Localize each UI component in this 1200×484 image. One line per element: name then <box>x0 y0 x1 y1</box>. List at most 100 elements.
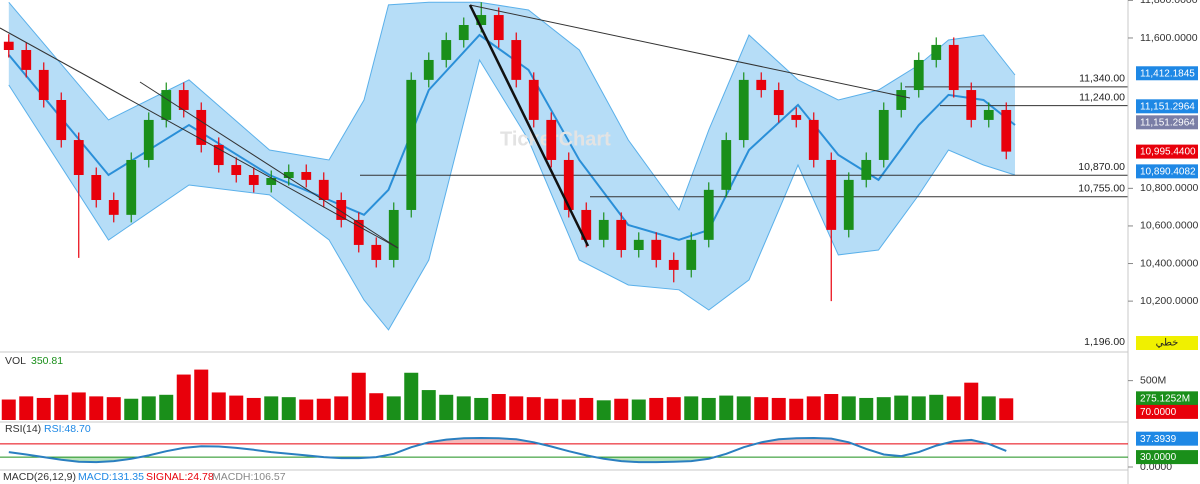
candle-body <box>721 140 732 190</box>
candle-body <box>896 90 907 110</box>
y-tick-label: 10,400.0000 <box>1140 257 1199 269</box>
price-tag-label: 10,995.4400 <box>1140 147 1196 158</box>
y-tick-label: 10,200.0000 <box>1140 295 1199 307</box>
panel-value: RSI:48.70 <box>44 423 91 435</box>
candle-body <box>878 109 889 160</box>
volume-bar <box>964 382 979 420</box>
volume-bar <box>929 394 944 420</box>
y-tick-label: 11,800.0000 <box>1140 0 1198 6</box>
candle-body <box>318 179 329 200</box>
volume-bar <box>421 390 436 420</box>
candle-body <box>511 40 522 80</box>
volume-bar <box>701 397 716 420</box>
trend-line <box>468 4 590 247</box>
candle-body <box>668 259 679 270</box>
candle-body <box>248 175 259 185</box>
volume-bar <box>526 397 541 420</box>
y-tick-label: 500M <box>1140 374 1166 386</box>
volume-bar <box>684 396 699 420</box>
volume-bar <box>54 394 69 420</box>
volume-bar <box>299 399 314 420</box>
candle-body <box>651 239 662 260</box>
volume-bar <box>404 372 419 420</box>
level-label: 11,240.00 <box>1079 91 1125 103</box>
volume-bar <box>106 397 121 420</box>
price-tag-label: 11,151.2964 <box>1140 101 1195 112</box>
volume-bar <box>246 397 261 420</box>
candle-body <box>913 59 924 91</box>
volume-bar <box>386 396 401 420</box>
volume-bar <box>579 397 594 420</box>
volume-bar <box>666 397 681 420</box>
volume-bar <box>124 398 139 420</box>
candle-body <box>3 41 14 50</box>
volume-bar <box>141 396 156 420</box>
price-tag <box>1136 431 1198 446</box>
candle-body <box>966 90 977 120</box>
candle-body <box>616 219 627 250</box>
candle-body <box>143 119 154 160</box>
candle-body <box>686 239 697 270</box>
volume-bar <box>509 396 524 420</box>
candle-body <box>21 50 32 70</box>
candle-body <box>528 79 539 120</box>
trend-lines <box>0 4 911 249</box>
volume-bar <box>544 398 559 420</box>
volume-bar <box>351 372 366 420</box>
panel-title: MACD(26,12,9) <box>3 471 76 483</box>
volume-bar <box>614 398 629 420</box>
y-tick-label: 10,600.0000 <box>1140 220 1199 232</box>
trend-line <box>469 4 911 99</box>
level-label: 10,755.00 <box>1078 183 1125 195</box>
y-tick-label: 11,600.0000 <box>1140 32 1198 44</box>
candle-body <box>563 159 574 210</box>
candle-body <box>1001 109 1012 152</box>
price-tag <box>1136 99 1198 114</box>
volume-bar <box>491 394 506 420</box>
volume-bar <box>229 395 244 420</box>
price-tag-label: 37.3939 <box>1140 434 1177 445</box>
mode-box <box>1136 336 1198 350</box>
volume-bar <box>561 399 576 420</box>
candle-body <box>161 90 172 120</box>
volume-bar <box>859 397 874 420</box>
volume-bar <box>1 399 16 420</box>
price-tag <box>1136 404 1198 419</box>
candle-body <box>983 109 994 120</box>
price-tag <box>1136 115 1198 130</box>
candle-body <box>231 165 242 175</box>
marker-label: 1,196.00 <box>1084 336 1125 348</box>
price-tag <box>1136 144 1198 159</box>
candle-body <box>91 175 102 200</box>
price-tag-label: 30.0000 <box>1140 452 1177 463</box>
panel-title: VOL <box>5 355 26 367</box>
volume-bar <box>439 394 454 420</box>
volume-bar <box>211 392 226 420</box>
panel-value: MACD:131.35 <box>78 471 144 483</box>
volume-bar <box>264 396 279 420</box>
panel-value: MACDH:106.57 <box>212 471 286 483</box>
volume-bar <box>159 394 174 420</box>
volume-bar <box>911 396 926 420</box>
candle-body <box>948 44 959 91</box>
volume-bar <box>71 392 86 420</box>
price-tag-label: 10,890.4082 <box>1140 166 1196 177</box>
volume-bar <box>946 396 961 420</box>
candle-body <box>756 79 767 91</box>
candle-body <box>931 44 942 60</box>
candle-body <box>826 159 837 230</box>
volume-bar <box>334 396 349 420</box>
volume-bar <box>824 394 839 420</box>
price-tag-label: 275.1252M <box>1140 393 1190 404</box>
candle-body <box>423 59 434 80</box>
trend-line <box>139 81 399 249</box>
price-tag <box>1136 391 1198 406</box>
candle-body <box>73 140 84 175</box>
candle-body <box>283 171 294 179</box>
volume-bar <box>789 398 804 420</box>
candle-body <box>773 90 784 116</box>
volume-bar <box>771 397 786 420</box>
candle-body <box>738 79 749 141</box>
